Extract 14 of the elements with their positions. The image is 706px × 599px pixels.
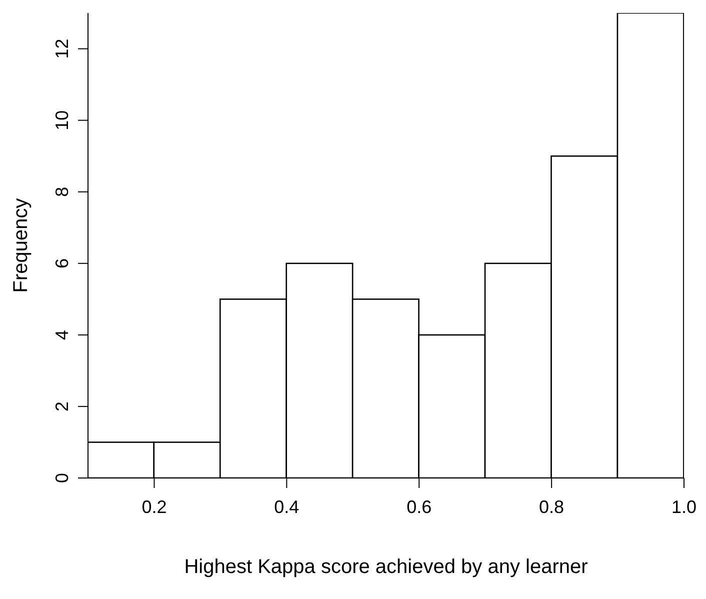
y-tick-label: 8 <box>52 186 72 197</box>
x-tick-label: 1.0 <box>671 496 697 517</box>
x-axis-title: Highest Kappa score achieved by any learner <box>184 556 588 578</box>
y-tick-label: 4 <box>52 330 72 340</box>
x-tick-label: 0.6 <box>406 496 432 517</box>
y-axis-title: Frequency <box>10 198 32 293</box>
y-tick-label: 2 <box>52 401 72 412</box>
y-tick-label: 0 <box>52 472 72 484</box>
x-tick-label: 0.8 <box>539 496 564 517</box>
x-tick-label: 0.4 <box>274 496 300 517</box>
y-tick-label: 12 <box>52 38 72 59</box>
x-tick-label: 0.2 <box>142 496 167 517</box>
y-tick-label: 6 <box>52 258 72 268</box>
y-tick-label: 10 <box>52 110 72 130</box>
